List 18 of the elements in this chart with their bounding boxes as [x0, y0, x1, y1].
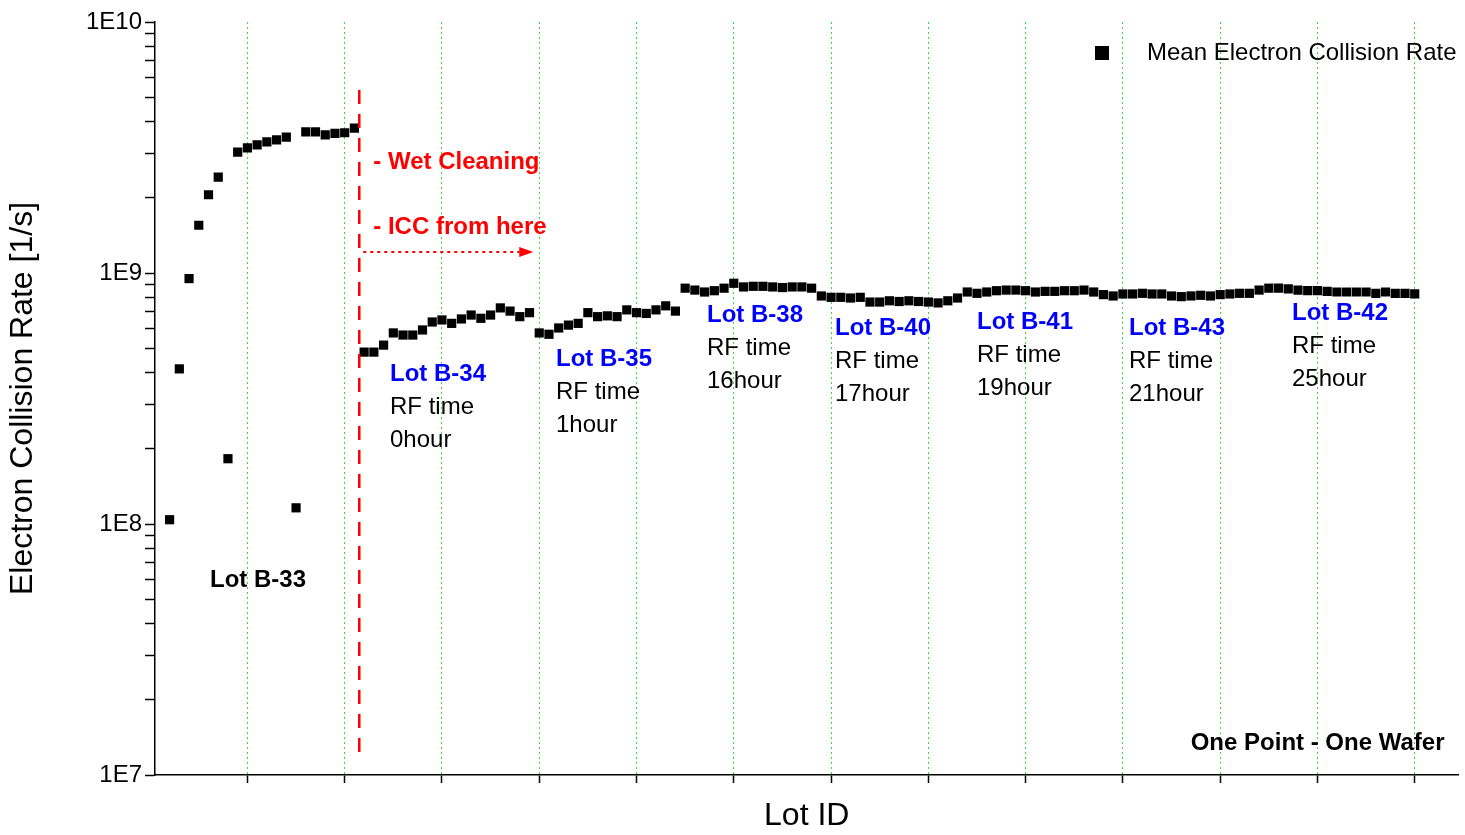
- annotation: - ICC from here: [373, 211, 547, 239]
- annotation: Lot B-35 RF time 1hour: [556, 343, 652, 437]
- annotation: Lot B-42 RF time 25hour: [1292, 297, 1388, 391]
- x-axis-title: Lot ID: [764, 795, 850, 832]
- annotation: One Point - One Wafer: [1190, 727, 1445, 755]
- annotation: Lot B-33: [210, 564, 306, 592]
- annotation: Lot B-43 RF time 21hour: [1129, 312, 1225, 406]
- annotation: Lot B-40 RF time 17hour: [835, 312, 931, 406]
- annotation: Lot B-41 RF time 19hour: [977, 306, 1073, 400]
- annotation: Lot B-38 RF time 16hour: [707, 299, 803, 393]
- legend-label: Mean Electron Collision Rate: [1147, 37, 1457, 65]
- annotation: - Wet Cleaning: [373, 146, 540, 174]
- y-tick-label: 1E8: [99, 508, 142, 536]
- y-axis-title: Electron Collision Rate [1/s]: [3, 201, 40, 596]
- annotation: Lot B-34 RF time 0hour: [390, 358, 487, 452]
- y-tick-label: 1E9: [99, 257, 142, 285]
- y-tick-label: 1E10: [85, 6, 142, 34]
- y-tick-label: 1E7: [99, 759, 142, 787]
